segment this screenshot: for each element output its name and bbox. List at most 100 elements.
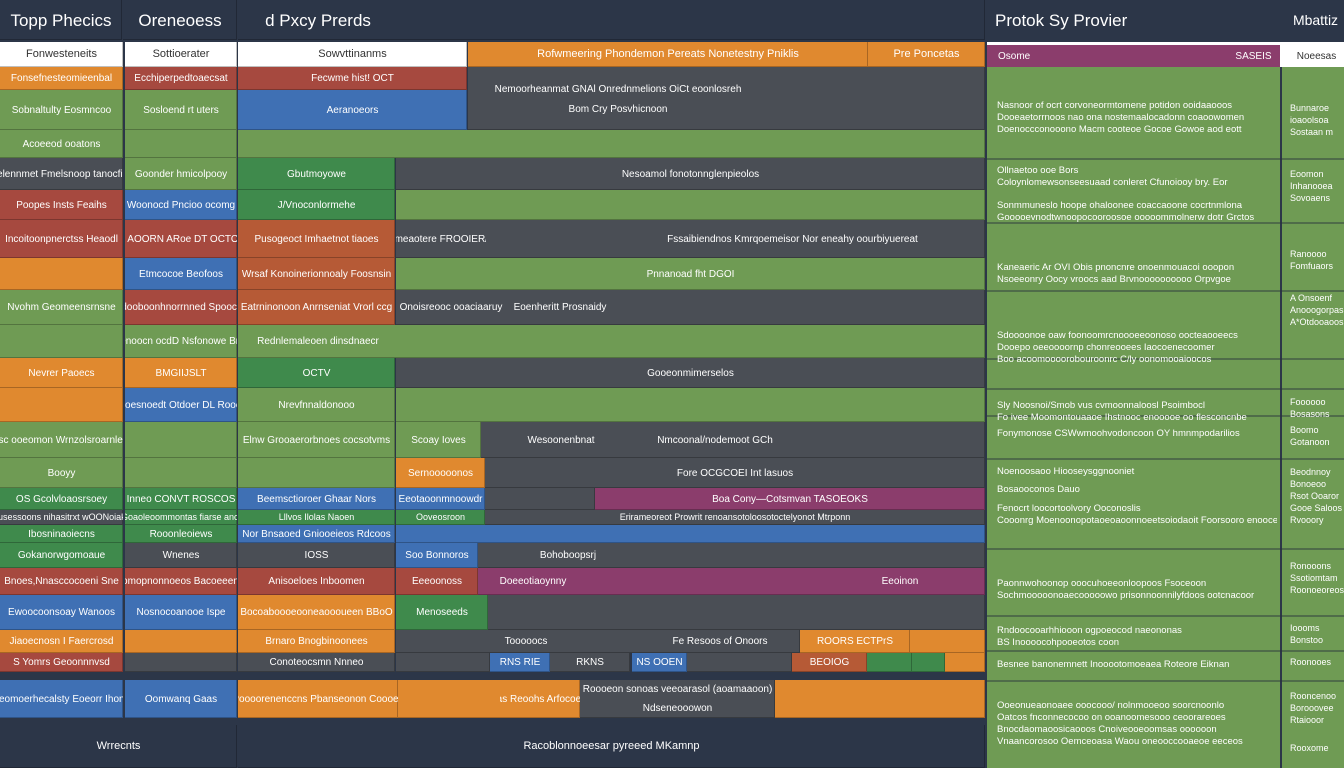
cell-label: Nemoorheanmat GNAl Onrednmelions OiCt eo… bbox=[494, 84, 742, 95]
cell-label: IOSS bbox=[304, 550, 329, 561]
cell-label: Eoenheritt Prosnaidy bbox=[513, 302, 607, 313]
cell bbox=[125, 653, 237, 672]
cell-label: BEOIOG bbox=[809, 657, 850, 668]
side-header: Noeesas bbox=[1296, 50, 1337, 62]
column-line: Bosasons bbox=[1290, 409, 1330, 419]
cell bbox=[238, 130, 985, 158]
cell bbox=[500, 680, 580, 718]
cell bbox=[396, 422, 481, 458]
cell bbox=[867, 653, 912, 672]
cell bbox=[238, 388, 395, 422]
note-line: Bnocdaomaoosicaooos Cnoiveooeoomsas oooo… bbox=[997, 724, 1217, 735]
cell bbox=[396, 258, 985, 290]
separator bbox=[987, 548, 1344, 550]
column-line: Bonstoo bbox=[1290, 635, 1324, 645]
cell bbox=[0, 67, 123, 90]
cell-label: Nrevfnnaldonooo bbox=[278, 399, 355, 411]
cell bbox=[0, 0, 122, 40]
cell-label: NS OOEN bbox=[636, 657, 683, 668]
note-line: BS Inoooocohpooeotos coon bbox=[997, 637, 1120, 648]
cell bbox=[488, 595, 985, 630]
note-line: Gooooevnodtwnoopocooroosoe ooooommolnerw… bbox=[997, 212, 1255, 223]
cell bbox=[123, 0, 237, 40]
note-line: Boo acoomoooorobouroonrc C/ly oonomooaio… bbox=[997, 354, 1212, 365]
cell bbox=[0, 630, 123, 653]
cell-label: Eieomoerhecalsty Eoeorr Ihonrs bbox=[0, 693, 123, 705]
cell-label: Rofwmeering Phondemon Pereats Nonetestny… bbox=[537, 48, 799, 60]
cell bbox=[468, 42, 868, 67]
cell bbox=[595, 488, 985, 510]
cell-label: OS Gcolvloaosrsoey bbox=[15, 493, 108, 505]
cell bbox=[125, 358, 237, 388]
cell-label: Nevrer Paoecs bbox=[28, 367, 95, 379]
cell bbox=[632, 653, 687, 672]
note-line: Dooeaetorrnoos nao ona nostemaalocadonn … bbox=[997, 112, 1245, 123]
cell bbox=[125, 220, 237, 258]
column-line: Foooooo bbox=[1290, 397, 1326, 407]
note-line: Nsoeeonry Oocy vroocs aad Brvnoooooooooo… bbox=[997, 274, 1231, 285]
cell bbox=[238, 595, 395, 630]
cell-label: Pusogeoct Imhaetnot tiaoes bbox=[254, 233, 379, 245]
side-header: Osome bbox=[998, 50, 1031, 62]
cell bbox=[0, 422, 123, 458]
separator bbox=[987, 222, 1344, 224]
cell-label: Nor Bnsaoed Gniooeieos Rdcoos bbox=[242, 528, 391, 540]
cell bbox=[0, 488, 123, 510]
cell-label: Sooioomopnonnoeos Bacoeeenoafins bbox=[125, 576, 237, 587]
cell-label: Nesoamol fonotonnglenpieolos bbox=[621, 168, 760, 180]
cell bbox=[0, 290, 123, 325]
column-line: Ioooms bbox=[1290, 623, 1320, 633]
cell bbox=[912, 653, 945, 672]
cell bbox=[238, 325, 985, 358]
cell-label: RKNS bbox=[576, 657, 604, 668]
cell-label: Ewoocoonsoay Wanoos bbox=[8, 607, 115, 618]
cell bbox=[125, 543, 237, 568]
column-line: Fomfuaors bbox=[1290, 261, 1334, 271]
note-line: Noenoosaoo Hiooseysggnooniet bbox=[997, 466, 1135, 477]
side-header: SASEIS bbox=[1235, 50, 1272, 62]
cell bbox=[238, 458, 395, 488]
cell bbox=[125, 158, 237, 190]
cell-label: Eatrninonoon Anrnseniat Vrorl ccg bbox=[240, 302, 393, 313]
cell-label: Rednlemaleoen dinsdnaecr bbox=[257, 336, 379, 347]
cell bbox=[125, 67, 237, 90]
cell bbox=[125, 568, 237, 595]
note-line: Cooonrg Moenoonopotaoeoaoonnoeetsoiodaoi… bbox=[997, 515, 1277, 526]
cell-label: ROORS ECTPrS bbox=[816, 636, 894, 647]
cell bbox=[396, 543, 478, 568]
cell bbox=[125, 290, 237, 325]
cell bbox=[238, 290, 395, 325]
cell-label: Anisoeloes Inboomen bbox=[268, 576, 365, 587]
cell-label: Oomwanq Gaas bbox=[144, 693, 218, 705]
cell bbox=[396, 525, 985, 543]
cell-label: Bom Cry Posvhicnoon bbox=[568, 104, 668, 115]
cell-label: Beemsctioroer Ghaar Nors bbox=[257, 493, 376, 505]
cell-label: Fonsefnesteomieenbal bbox=[10, 73, 113, 84]
separator bbox=[987, 650, 1344, 652]
column-line: Rooncenoo bbox=[1290, 691, 1337, 701]
cell bbox=[238, 67, 467, 90]
column-line: Ssotiomtam bbox=[1290, 573, 1338, 583]
header-title: Topp Phecics bbox=[10, 10, 112, 30]
cell bbox=[125, 595, 237, 630]
cell-label: Bohoboopsrj bbox=[539, 550, 597, 561]
column-line: Sovoaens bbox=[1290, 193, 1331, 203]
side-bar bbox=[987, 45, 1280, 67]
cell-label: Nmcoonal/nodemoot GCh bbox=[657, 434, 773, 446]
cell bbox=[396, 510, 485, 525]
side-column bbox=[1282, 67, 1344, 768]
cell-label: BMGIIJSLT bbox=[155, 367, 207, 379]
cell-label: Pre Poncetas bbox=[893, 48, 960, 60]
cell bbox=[468, 67, 985, 130]
column-line: Roonooes bbox=[1290, 657, 1332, 667]
cell-label: Sowvttinanms bbox=[318, 48, 387, 60]
cell bbox=[396, 290, 985, 325]
cell bbox=[396, 653, 490, 672]
cell bbox=[125, 510, 237, 525]
cell-label: Nraas Reoohs Arfocoeioos bbox=[500, 693, 580, 705]
cell bbox=[0, 458, 123, 488]
cell-label: Sernooooonos bbox=[407, 467, 474, 479]
cell-label: Sottioerater bbox=[152, 48, 210, 60]
column-line: Rooxome bbox=[1290, 743, 1329, 753]
